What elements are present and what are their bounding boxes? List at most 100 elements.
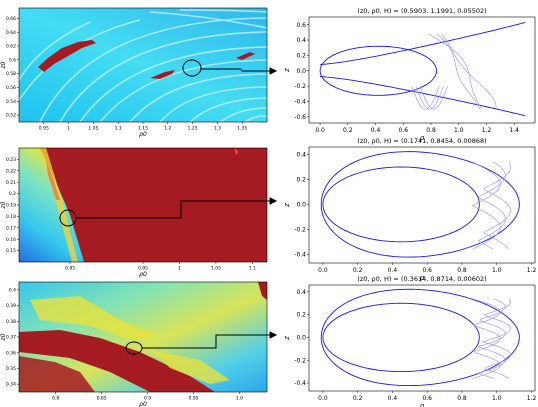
x-tick-label: 1.4: [509, 127, 519, 134]
x-tick-label: 1.2: [482, 127, 492, 134]
x-tick-label: 1.0: [492, 395, 502, 402]
y-tick-label: 0.4: [296, 37, 306, 44]
y-axis-label: z: [283, 203, 291, 208]
outer-boundary-curve: [320, 288, 520, 387]
y-tick-label: 0.66: [6, 16, 16, 22]
x-tick-label: 0.95: [138, 266, 148, 272]
x-tick-label: 1.1: [115, 126, 122, 132]
y-tick-label: 0.2: [296, 312, 306, 319]
x-tick-label: 0.6: [422, 267, 432, 274]
y-tick-label: 0.4: [9, 287, 16, 293]
y-tick-label: -0.2: [294, 226, 306, 233]
inner-boundary-curve: [322, 302, 480, 373]
map-1: 0.95 1 1.05 1.1 1.15 1.2 1.25 1.3 1.35 0.66 0.64 0.…: [0, 7, 268, 138]
x-tick-label: 1: [178, 266, 181, 272]
x-axis-label: ρ0: [139, 401, 147, 407]
x-tick-label: 1.3: [214, 126, 221, 132]
orbit-trajectory: [415, 85, 444, 110]
arrowhead-1: [269, 67, 278, 75]
y-tick-label: 0.17: [6, 225, 16, 231]
y-tick-label: 0.2: [9, 191, 16, 197]
x-axis-label: ρ: [420, 402, 425, 407]
x-tick-label: 0.9: [144, 396, 151, 402]
y-tick-label: 0.34: [6, 382, 16, 388]
y-tick-label: 0.39: [6, 303, 16, 309]
y-tick-label: -0.4: [294, 380, 306, 387]
x-tick-label: 0.2: [353, 267, 363, 274]
connector-arrow-3: [142, 334, 276, 349]
orbit-trajectory: [477, 298, 506, 379]
x-tick-label: 0.8: [457, 267, 467, 274]
x-tick-label: 0.2: [353, 395, 363, 402]
y-tick-label: 0.52: [6, 113, 16, 119]
orbit-trajectory: [477, 161, 506, 250]
x-tick-label: 1.1: [249, 266, 256, 272]
y-tick-label: 0.35: [6, 366, 16, 372]
orbit-trajectory: [419, 85, 449, 110]
x-tick-label: 0.0: [315, 127, 325, 134]
y-tick-label: -0.2: [294, 357, 306, 364]
x-tick-label: 1.2: [527, 395, 537, 402]
y-tick-label: 0.38: [6, 319, 16, 325]
y-tick-label: 0.0: [296, 201, 306, 208]
x-tick-label: 0.8: [457, 395, 467, 402]
connectors: [59, 59, 278, 355]
y-axis-label: z0: [0, 61, 7, 69]
x-tick-label: 1.0: [454, 127, 464, 134]
x-tick-label: 1.25: [188, 126, 198, 132]
x-tick-label: 0.95: [39, 126, 49, 132]
y-tick-label: 0.4: [296, 152, 306, 159]
orbit-trajectory: [436, 33, 481, 110]
y-tick-label: 0.64: [6, 30, 16, 36]
orbit-2: 0.0 0.2 0.4 0.6 0.8 1.0 1.2 0.4 0.2 0.0 -0.2 -0.4 ρ z…: [283, 137, 536, 282]
x-tick-label: 1.2: [164, 126, 171, 132]
x-tick-label: 0.2: [343, 127, 353, 134]
x-axis-label: ρ0: [139, 271, 147, 278]
x-axis-label: ρ0: [139, 131, 147, 138]
y-tick-label: 0.23: [6, 157, 16, 163]
y-tick-label: 0.18: [6, 214, 16, 220]
y-tick-label: 0.16: [6, 237, 16, 243]
plot-title: (z0, ρ0, H) = (0.1741, 0.8454, 0.00868): [357, 137, 486, 145]
x-tick-label: 1.0: [236, 396, 243, 402]
inner-boundary-curve: [322, 166, 480, 243]
plot-title: (z0, ρ0, H) = (0.5903, 1.1991, 0.05502): [357, 7, 486, 15]
y-tick-label: 0.2: [296, 177, 306, 184]
y-axis-label: z: [283, 68, 291, 73]
y-axis-label: z0: [0, 333, 7, 341]
x-tick-label: 0.0: [318, 267, 328, 274]
outer-boundary-curve: [320, 151, 520, 258]
orbit-trajectory: [411, 85, 440, 110]
x-tick-label: 1: [67, 126, 70, 132]
map-3-yellow-regions: [30, 296, 230, 384]
map-1-background: [19, 8, 267, 122]
orbit-trajectory: [471, 161, 501, 250]
orbit-trajectory: [441, 33, 497, 110]
x-tick-label: 1.0: [492, 267, 502, 274]
x-axis-label: ρ: [420, 274, 425, 282]
y-tick-label: 0.19: [6, 203, 16, 209]
map-3-red-regions: [19, 282, 267, 392]
x-tick-label: 0.6: [399, 127, 409, 134]
y-tick-label: 0.6: [296, 22, 306, 29]
x-tick-label: 0.4: [371, 127, 381, 134]
x-tick-label: 1.05: [88, 126, 98, 132]
x-tick-label: 1.35: [237, 126, 247, 132]
y-tick-label: -0.4: [294, 99, 306, 106]
x-tick-label: 0.85: [97, 396, 107, 402]
x-tick-label: 1.15: [138, 126, 148, 132]
y-tick-label: 0.22: [6, 168, 16, 174]
map-1-arcs: [19, 9, 267, 122]
y-axis-label: z: [283, 336, 291, 341]
x-tick-label: 0.95: [189, 396, 199, 402]
map-1-red-regions: [38, 40, 255, 79]
y-tick-label: 0.4: [296, 289, 306, 296]
orbit-trajectory: [481, 298, 512, 379]
y-tick-label: 0.56: [6, 85, 16, 91]
y-tick-label: 0.36: [6, 350, 16, 356]
x-tick-label: 0.8: [426, 127, 436, 134]
map-3: 0.8 0.85 0.9 0.95 1.0 0.4 0.39 0.38 0.37 0.36 0.35…: [0, 281, 268, 407]
y-tick-label: 0.6: [9, 57, 16, 63]
outer-boundary-upper: [320, 21, 526, 66]
